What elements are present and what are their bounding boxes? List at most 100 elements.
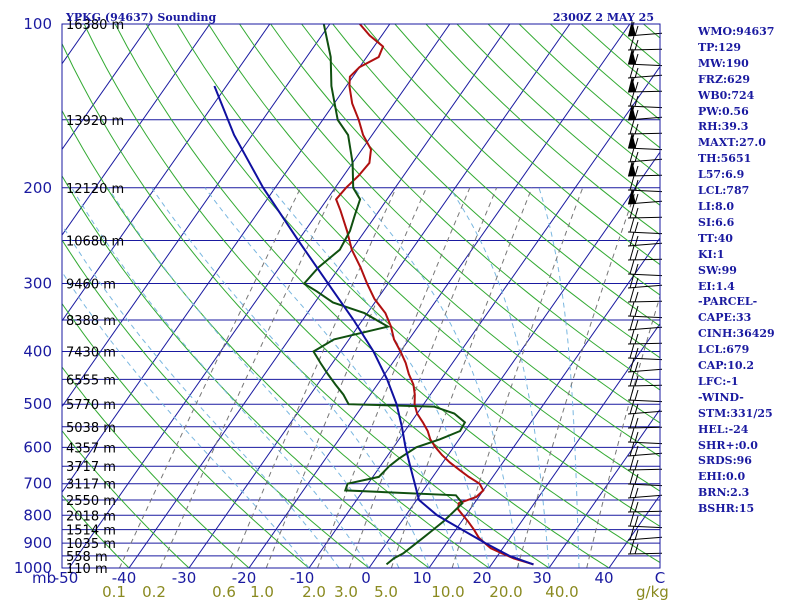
temperature-tick: -20 (232, 569, 257, 587)
isotherm-line (62, 24, 211, 237)
index-item: TT:40 (698, 231, 733, 245)
index-item: CAPE:33 (698, 311, 752, 325)
mixing-ratio-line (451, 187, 584, 568)
dry-adiabat (62, 302, 310, 568)
pressure-tick: 700 (23, 475, 52, 493)
isotherm-line (488, 322, 660, 568)
index-item: SHR+:0.0 (698, 438, 758, 452)
isotherm-line (428, 237, 660, 568)
temperature-tick: C (655, 569, 665, 587)
height-label: 16380 m (66, 18, 124, 33)
pressure-tick: 900 (23, 534, 52, 552)
mixing-ratio-tick: 1.0 (250, 583, 274, 600)
x-unit-label: mb (32, 569, 56, 587)
pressure-tick: 1000 (14, 559, 52, 577)
dry-adiabat (145, 24, 660, 527)
moist-adiabat (107, 187, 400, 568)
index-item: KI:1 (698, 247, 725, 261)
wind-barb (627, 539, 663, 555)
height-label: 8388 m (66, 314, 116, 329)
dry-adiabat (62, 174, 430, 568)
mixing-ratio-line (265, 187, 427, 568)
wind-barb (627, 399, 663, 415)
index-item: WMO:94637 (698, 25, 775, 38)
index-item: LFC:-1 (698, 374, 739, 388)
height-label: 2550 m (66, 494, 116, 509)
dry-adiabat (62, 366, 250, 568)
isotherm-line (248, 24, 631, 568)
dry-adiabat (62, 109, 490, 568)
mixing-ratio-tick: 40.0 (545, 583, 578, 600)
wind-barb (627, 20, 663, 37)
wind-barb (627, 483, 663, 499)
height-label: 558 m (66, 550, 108, 565)
pressure-tick: 100 (23, 15, 52, 33)
moist-adiabat (270, 187, 490, 568)
height-label: 4357 m (66, 441, 116, 456)
chart-title-left: YPKG (94637) Sounding (65, 11, 217, 24)
temperature-tick: 0 (361, 569, 371, 587)
moist-adiabat (449, 187, 550, 568)
isotherm-line (62, 24, 331, 408)
wind-barb (627, 371, 663, 387)
index-item: CAP:10.2 (698, 359, 755, 373)
wind-barb (627, 455, 663, 471)
index-item: SI:6.6 (698, 215, 735, 229)
wind-barb (627, 203, 663, 219)
height-label: 12120 m (66, 182, 124, 197)
wind-barb (627, 119, 663, 135)
wind-barb (627, 35, 663, 51)
temperature-tick: 30 (532, 569, 551, 587)
temperature-tick: -30 (172, 569, 197, 587)
temperature-tick: 40 (594, 569, 613, 587)
index-item: CINH:36429 (698, 327, 775, 341)
index-item: WB0:724 (698, 88, 755, 102)
dewpoint-line (302, 24, 467, 566)
pressure-tick: 300 (23, 275, 52, 293)
isotherm-line (62, 24, 391, 494)
profile-lines (213, 24, 534, 566)
wind-barb (627, 188, 663, 205)
index-item: EHI:0.0 (698, 470, 746, 484)
mixing-ratio-line (119, 187, 302, 568)
moist-adiabat (353, 187, 520, 568)
pressure-tick: 200 (23, 179, 52, 197)
index-item: SW:99 (698, 263, 737, 277)
mixing-ratio-tick: 20.0 (489, 583, 522, 600)
mixing-ratio-line (159, 187, 337, 568)
index-item: LI:8.0 (698, 199, 735, 213)
mixing-ratio-unit: g/kg (636, 583, 669, 600)
index-item: TP:129 (698, 40, 742, 54)
index-item: -PARCEL- (698, 295, 758, 309)
dry-adiabat (301, 24, 660, 359)
dry-adiabat (62, 429, 190, 568)
temperature-tick: 20 (472, 569, 491, 587)
temperature-tick: -10 (290, 569, 315, 587)
height-label: 1035 m (66, 537, 116, 552)
wind-barb (627, 329, 663, 345)
isotherm-line (188, 24, 571, 568)
index-item: SRDS:96 (698, 454, 752, 468)
parcel-line (213, 85, 534, 566)
moist-adiabat (151, 187, 430, 568)
height-label: 5770 m (66, 398, 116, 413)
pressure-tick: 400 (23, 343, 52, 361)
isotherm-line (548, 408, 660, 568)
height-label: 1514 m (66, 524, 116, 539)
dry-adiabat (62, 42, 550, 568)
mixing-ratio-tick: 0.2 (142, 583, 166, 600)
mixing-ratio-tick: 10.0 (431, 583, 464, 600)
index-panel: WMO:94637 TP:129 MW:190 FRZ:629 WB0:724 PW:0.… (698, 24, 798, 517)
index-item: LCL:787 (698, 184, 750, 198)
wind-barb (627, 441, 663, 457)
mixing-ratio-line (516, 187, 638, 568)
mixing-ratio-line (317, 187, 471, 568)
wind-barb (627, 147, 663, 163)
wind-barb (627, 160, 663, 177)
index-item: LCL:679 (698, 343, 750, 357)
height-label: 10680 m (66, 234, 124, 249)
mixing-ratio-line (390, 187, 533, 568)
index-item: EI:1.4 (698, 279, 735, 293)
